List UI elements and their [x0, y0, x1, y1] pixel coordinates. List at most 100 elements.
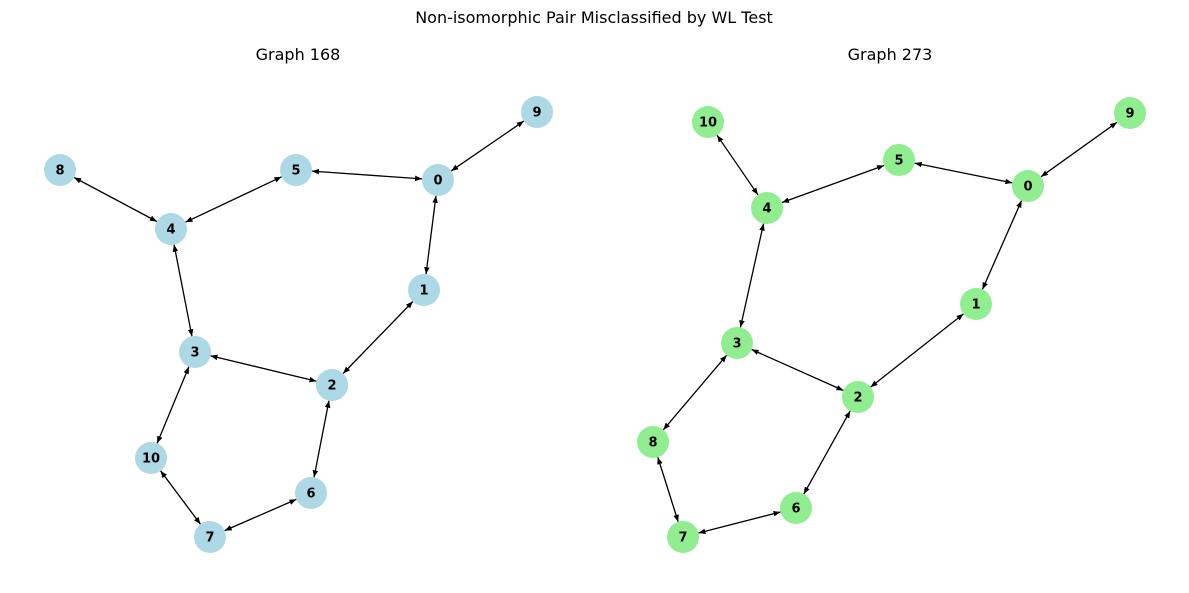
graph-title-273: Graph 273 — [848, 45, 933, 64]
graph-273-edge-1-2 — [870, 313, 964, 388]
graph-273-edge-6-7 — [698, 511, 781, 534]
node-label: 7 — [678, 531, 687, 546]
graph-273-node-6: 6 — [780, 492, 812, 524]
node-circle — [422, 164, 454, 196]
graph-168-node-6: 6 — [295, 477, 327, 509]
graph-panel-168: Graph 168 0 1 2 3 4 5 6 7 8 9 10 — [44, 45, 553, 553]
graph-168-edge-4-5 — [185, 176, 282, 223]
graph-273-edge-0-5 — [914, 161, 1013, 185]
node-label: 2 — [327, 379, 336, 394]
graph-168-nodes: 0 1 2 3 4 5 6 7 8 9 10 — [44, 96, 553, 553]
graph-273-node-4: 4 — [751, 192, 783, 224]
graph-168-edge-4-8 — [73, 176, 158, 223]
node-circle — [44, 154, 76, 186]
graph-168-edge-6-7 — [224, 498, 297, 532]
node-label: 5 — [894, 154, 903, 169]
node-circle — [960, 288, 992, 320]
node-circle — [842, 381, 874, 413]
node-circle — [155, 213, 187, 245]
graph-273-node-5: 5 — [883, 144, 915, 176]
node-label: 2 — [853, 391, 862, 406]
graph-273-edge-7-8 — [657, 457, 679, 522]
graph-273-edge-3-4 — [739, 223, 765, 328]
node-circle — [751, 192, 783, 224]
node-label: 8 — [55, 164, 64, 179]
node-circle — [692, 106, 724, 138]
graph-273-edge-3-8 — [662, 354, 728, 431]
graph-273-node-8: 8 — [637, 426, 669, 458]
graph-168-edge-7-10 — [160, 470, 201, 525]
graph-168-node-10: 10 — [135, 442, 167, 474]
node-circle — [1114, 97, 1146, 129]
node-label: 0 — [433, 174, 442, 189]
graph-168-node-2: 2 — [316, 369, 348, 401]
node-circle — [194, 521, 226, 553]
node-label: 9 — [532, 106, 541, 121]
node-label: 0 — [1023, 180, 1032, 195]
graph-273-edge-0-9 — [1040, 121, 1118, 178]
graph-168-edge-0-5 — [311, 168, 423, 182]
node-circle — [179, 336, 211, 368]
graph-panel-273: Graph 273 0 1 2 3 4 5 6 7 8 9 10 — [637, 45, 1146, 553]
graph-168-node-5: 5 — [280, 154, 312, 186]
graph-168-node-1: 1 — [408, 274, 440, 306]
node-circle — [780, 492, 812, 524]
graph-168-edge-3-4 — [172, 244, 194, 337]
node-circle — [316, 369, 348, 401]
graph-273-node-0: 0 — [1012, 170, 1044, 202]
node-circle — [667, 521, 699, 553]
graph-273-edge-4-10 — [716, 134, 759, 196]
graph-273-nodes: 0 1 2 3 4 5 6 7 8 9 10 — [637, 97, 1146, 553]
node-label: 5 — [291, 164, 300, 179]
node-label: 4 — [762, 202, 771, 217]
graph-168-edge-2-6 — [312, 400, 331, 478]
node-circle — [637, 426, 669, 458]
graph-273-edge-4-5 — [781, 164, 885, 204]
graph-168-edge-3-10 — [156, 366, 190, 444]
graph-168-node-0: 0 — [422, 164, 454, 196]
graph-168-node-3: 3 — [179, 336, 211, 368]
node-circle — [721, 327, 753, 359]
node-label: 9 — [1125, 107, 1134, 122]
node-label: 1 — [971, 298, 980, 313]
graph-168-node-8: 8 — [44, 154, 76, 186]
graph-168-node-4: 4 — [155, 213, 187, 245]
figure-title: Non-isomorphic Pair Misclassified by WL … — [415, 8, 773, 27]
node-label: 10 — [142, 452, 160, 467]
graph-273-edge-2-6 — [803, 410, 851, 495]
node-circle — [408, 274, 440, 306]
graph-273-node-3: 3 — [721, 327, 753, 359]
node-label: 4 — [166, 223, 175, 238]
graph-168-node-9: 9 — [521, 96, 553, 128]
node-circle — [1012, 170, 1044, 202]
graph-273-node-1: 1 — [960, 288, 992, 320]
node-label: 10 — [699, 116, 717, 131]
node-label: 8 — [648, 436, 657, 451]
graph-168-node-7: 7 — [194, 521, 226, 553]
node-label: 6 — [791, 502, 800, 517]
graph-168-edge-0-9 — [450, 120, 525, 172]
node-circle — [135, 442, 167, 474]
graph-273-edge-2-3 — [751, 348, 844, 392]
node-label: 1 — [419, 284, 428, 299]
graph-273-edges — [657, 121, 1118, 534]
graph-168-edge-1-2 — [342, 301, 414, 374]
graph-273-node-7: 7 — [667, 521, 699, 553]
node-circle — [295, 477, 327, 509]
graph-168-edge-0-1 — [424, 195, 438, 275]
graph-273-node-2: 2 — [842, 381, 874, 413]
graph-273-node-10: 10 — [692, 106, 724, 138]
node-circle — [521, 96, 553, 128]
node-label: 6 — [306, 487, 315, 502]
graph-273-node-9: 9 — [1114, 97, 1146, 129]
node-label: 3 — [732, 337, 741, 352]
graph-168-edges — [73, 120, 525, 532]
node-label: 7 — [205, 531, 214, 546]
node-circle — [280, 154, 312, 186]
graph-title-168: Graph 168 — [256, 45, 341, 64]
node-label: 3 — [190, 346, 199, 361]
graph-168-edge-2-3 — [210, 354, 317, 383]
node-circle — [883, 144, 915, 176]
graph-273-edge-0-1 — [981, 200, 1023, 290]
